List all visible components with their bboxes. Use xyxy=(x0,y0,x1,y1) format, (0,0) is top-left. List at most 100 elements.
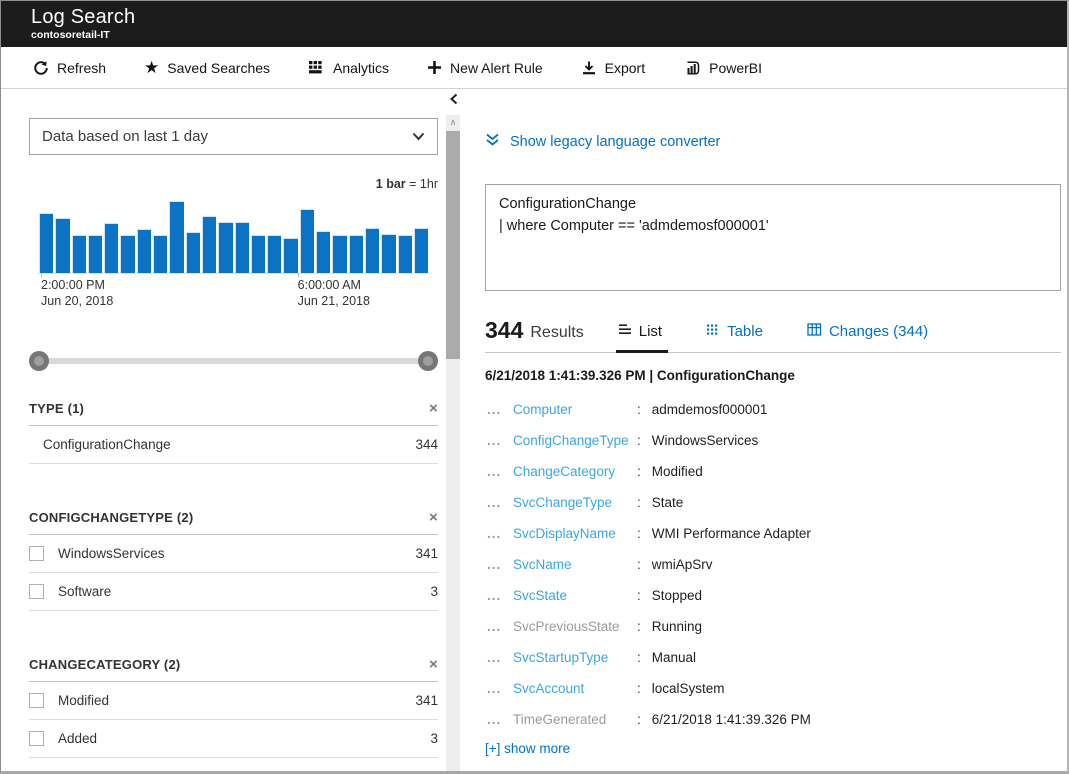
field-name: TimeGenerated xyxy=(513,712,607,727)
histogram-bar[interactable] xyxy=(316,230,331,273)
histogram-bar[interactable] xyxy=(381,234,396,273)
histogram-bar[interactable] xyxy=(332,234,347,273)
checkbox[interactable] xyxy=(29,584,44,599)
field-row: ... ConfigChangeType : WindowsServices xyxy=(485,425,1061,456)
histogram-bar[interactable] xyxy=(104,223,119,273)
checkbox[interactable] xyxy=(29,546,44,561)
histogram-bar[interactable] xyxy=(201,216,217,273)
tab-changes[interactable]: Changes (344) xyxy=(807,323,928,352)
histogram-bar[interactable] xyxy=(299,208,315,273)
histogram-bar[interactable] xyxy=(169,201,184,273)
histogram-bar[interactable] xyxy=(283,238,298,273)
slider-track[interactable] xyxy=(31,358,436,364)
field-name[interactable]: Computer xyxy=(513,402,573,417)
histogram-bar[interactable] xyxy=(136,229,152,273)
field-name[interactable]: SvcState xyxy=(513,588,568,603)
field-name[interactable]: SvcName xyxy=(513,557,572,572)
facet-value-count: 344 xyxy=(415,437,438,452)
scrollbar-thumb[interactable] xyxy=(446,131,460,359)
query-editor[interactable]: ConfigurationChange | where Computer == … xyxy=(485,184,1061,291)
field-row: ... TimeGenerated : 6/21/2018 1:41:39.32… xyxy=(485,704,1061,735)
histogram-bar[interactable] xyxy=(413,227,429,273)
toolbar-item-label: Refresh xyxy=(57,59,107,76)
field-menu-icon[interactable]: ... xyxy=(487,402,502,417)
field-menu-icon[interactable]: ... xyxy=(487,495,502,510)
saved-searches-button[interactable]: ★ Saved Searches xyxy=(144,59,270,76)
histogram-bar[interactable] xyxy=(55,218,70,273)
result-record: 6/21/2018 1:41:39.326 PM | Configuration… xyxy=(485,368,1061,756)
new-alert-rule-button[interactable]: New Alert Rule xyxy=(427,60,543,76)
facet-type: TYPE (1) × ConfigurationChange 344 xyxy=(29,401,438,464)
checkbox[interactable] xyxy=(29,731,44,746)
collapse-pane-button[interactable] xyxy=(445,89,461,113)
field-menu-icon[interactable]: ... xyxy=(487,588,502,603)
histogram-bar[interactable] xyxy=(87,234,103,273)
field-separator: : xyxy=(637,526,641,541)
tab-list[interactable]: List xyxy=(615,323,669,353)
histogram-bar[interactable] xyxy=(250,234,266,273)
record-fields: ... Computer : admdemosf000001 ... Confi… xyxy=(485,394,1061,735)
field-separator: : xyxy=(637,712,641,727)
facet-value-label: ConfigurationChange xyxy=(43,437,171,452)
field-name[interactable]: ConfigChangeType xyxy=(513,433,629,448)
scrollbar-up-arrow[interactable]: ∧ xyxy=(446,115,460,130)
facet-value-row[interactable]: Modified 341 xyxy=(29,682,438,720)
field-menu-icon[interactable]: ... xyxy=(487,681,502,696)
facet-value-row[interactable]: Software 3 xyxy=(29,573,438,611)
field-name[interactable]: SvcDisplayName xyxy=(513,526,616,541)
facet-header: TYPE (1) × xyxy=(29,401,438,425)
field-menu-icon[interactable]: ... xyxy=(487,650,502,665)
tab-table[interactable]: Table xyxy=(706,323,763,352)
facet-changecategory: CHANGECATEGORY (2) × Modified 341 Added … xyxy=(29,657,438,758)
slider-handle-right[interactable] xyxy=(418,351,438,371)
plus-icon xyxy=(427,60,442,75)
histogram-bar[interactable] xyxy=(185,231,200,273)
histogram-bar[interactable] xyxy=(267,234,282,273)
field-row: ... SvcAccount : localSystem xyxy=(485,673,1061,704)
histogram-bar[interactable] xyxy=(364,227,380,273)
field-menu-icon[interactable]: ... xyxy=(487,619,502,634)
powerbi-button[interactable]: PowerBI xyxy=(683,60,762,76)
close-icon[interactable]: × xyxy=(429,656,438,673)
slider-handle-left[interactable] xyxy=(29,351,49,371)
field-name[interactable]: SvcChangeType xyxy=(513,495,613,510)
histogram-bar[interactable] xyxy=(39,212,54,273)
histogram-bar[interactable] xyxy=(120,234,135,273)
axis-tick xyxy=(41,273,42,277)
histogram-bar[interactable] xyxy=(397,234,412,273)
toolbar-item-label: Export xyxy=(604,59,646,76)
field-menu-icon[interactable]: ... xyxy=(487,433,502,448)
histogram-bar[interactable] xyxy=(153,234,168,273)
field-separator: : xyxy=(637,588,641,603)
legacy-converter-link[interactable]: Show legacy language converter xyxy=(485,133,720,151)
field-name[interactable]: SvcStartupType xyxy=(513,650,609,665)
histogram-bar[interactable] xyxy=(218,221,233,273)
field-name: SvcPreviousState xyxy=(513,619,620,634)
tab-label: List xyxy=(638,323,663,340)
close-icon[interactable]: × xyxy=(429,509,438,526)
facet-value-row[interactable]: WindowsServices 341 xyxy=(29,535,438,573)
scrollbar[interactable]: ∧ xyxy=(446,115,460,771)
histogram-bar[interactable] xyxy=(71,234,86,273)
show-more-link[interactable]: [+] show more xyxy=(485,741,571,756)
field-value: Manual xyxy=(651,650,697,665)
field-name[interactable]: ChangeCategory xyxy=(513,464,616,479)
close-icon[interactable]: × xyxy=(429,400,438,417)
field-menu-icon[interactable]: ... xyxy=(487,526,502,541)
facet-value-row[interactable]: ConfigurationChange 344 xyxy=(29,426,438,464)
field-menu-icon[interactable]: ... xyxy=(487,464,502,479)
export-button[interactable]: Export xyxy=(581,60,645,76)
checkbox[interactable] xyxy=(29,693,44,708)
facet-value-row[interactable]: Added 3 xyxy=(29,720,438,758)
time-range-slider[interactable] xyxy=(29,351,438,371)
analytics-button[interactable]: Analytics xyxy=(308,60,389,76)
field-name[interactable]: SvcAccount xyxy=(513,681,585,696)
results-count: 344 xyxy=(485,317,524,343)
field-menu-icon[interactable]: ... xyxy=(487,557,502,572)
time-range-dropdown[interactable]: Data based on last 1 day xyxy=(29,118,438,155)
field-menu-icon[interactable]: ... xyxy=(487,712,502,727)
histogram-bar[interactable] xyxy=(348,234,363,273)
star-icon: ★ xyxy=(144,58,160,77)
histogram-bar[interactable] xyxy=(234,221,249,273)
refresh-button[interactable]: Refresh xyxy=(33,60,106,76)
